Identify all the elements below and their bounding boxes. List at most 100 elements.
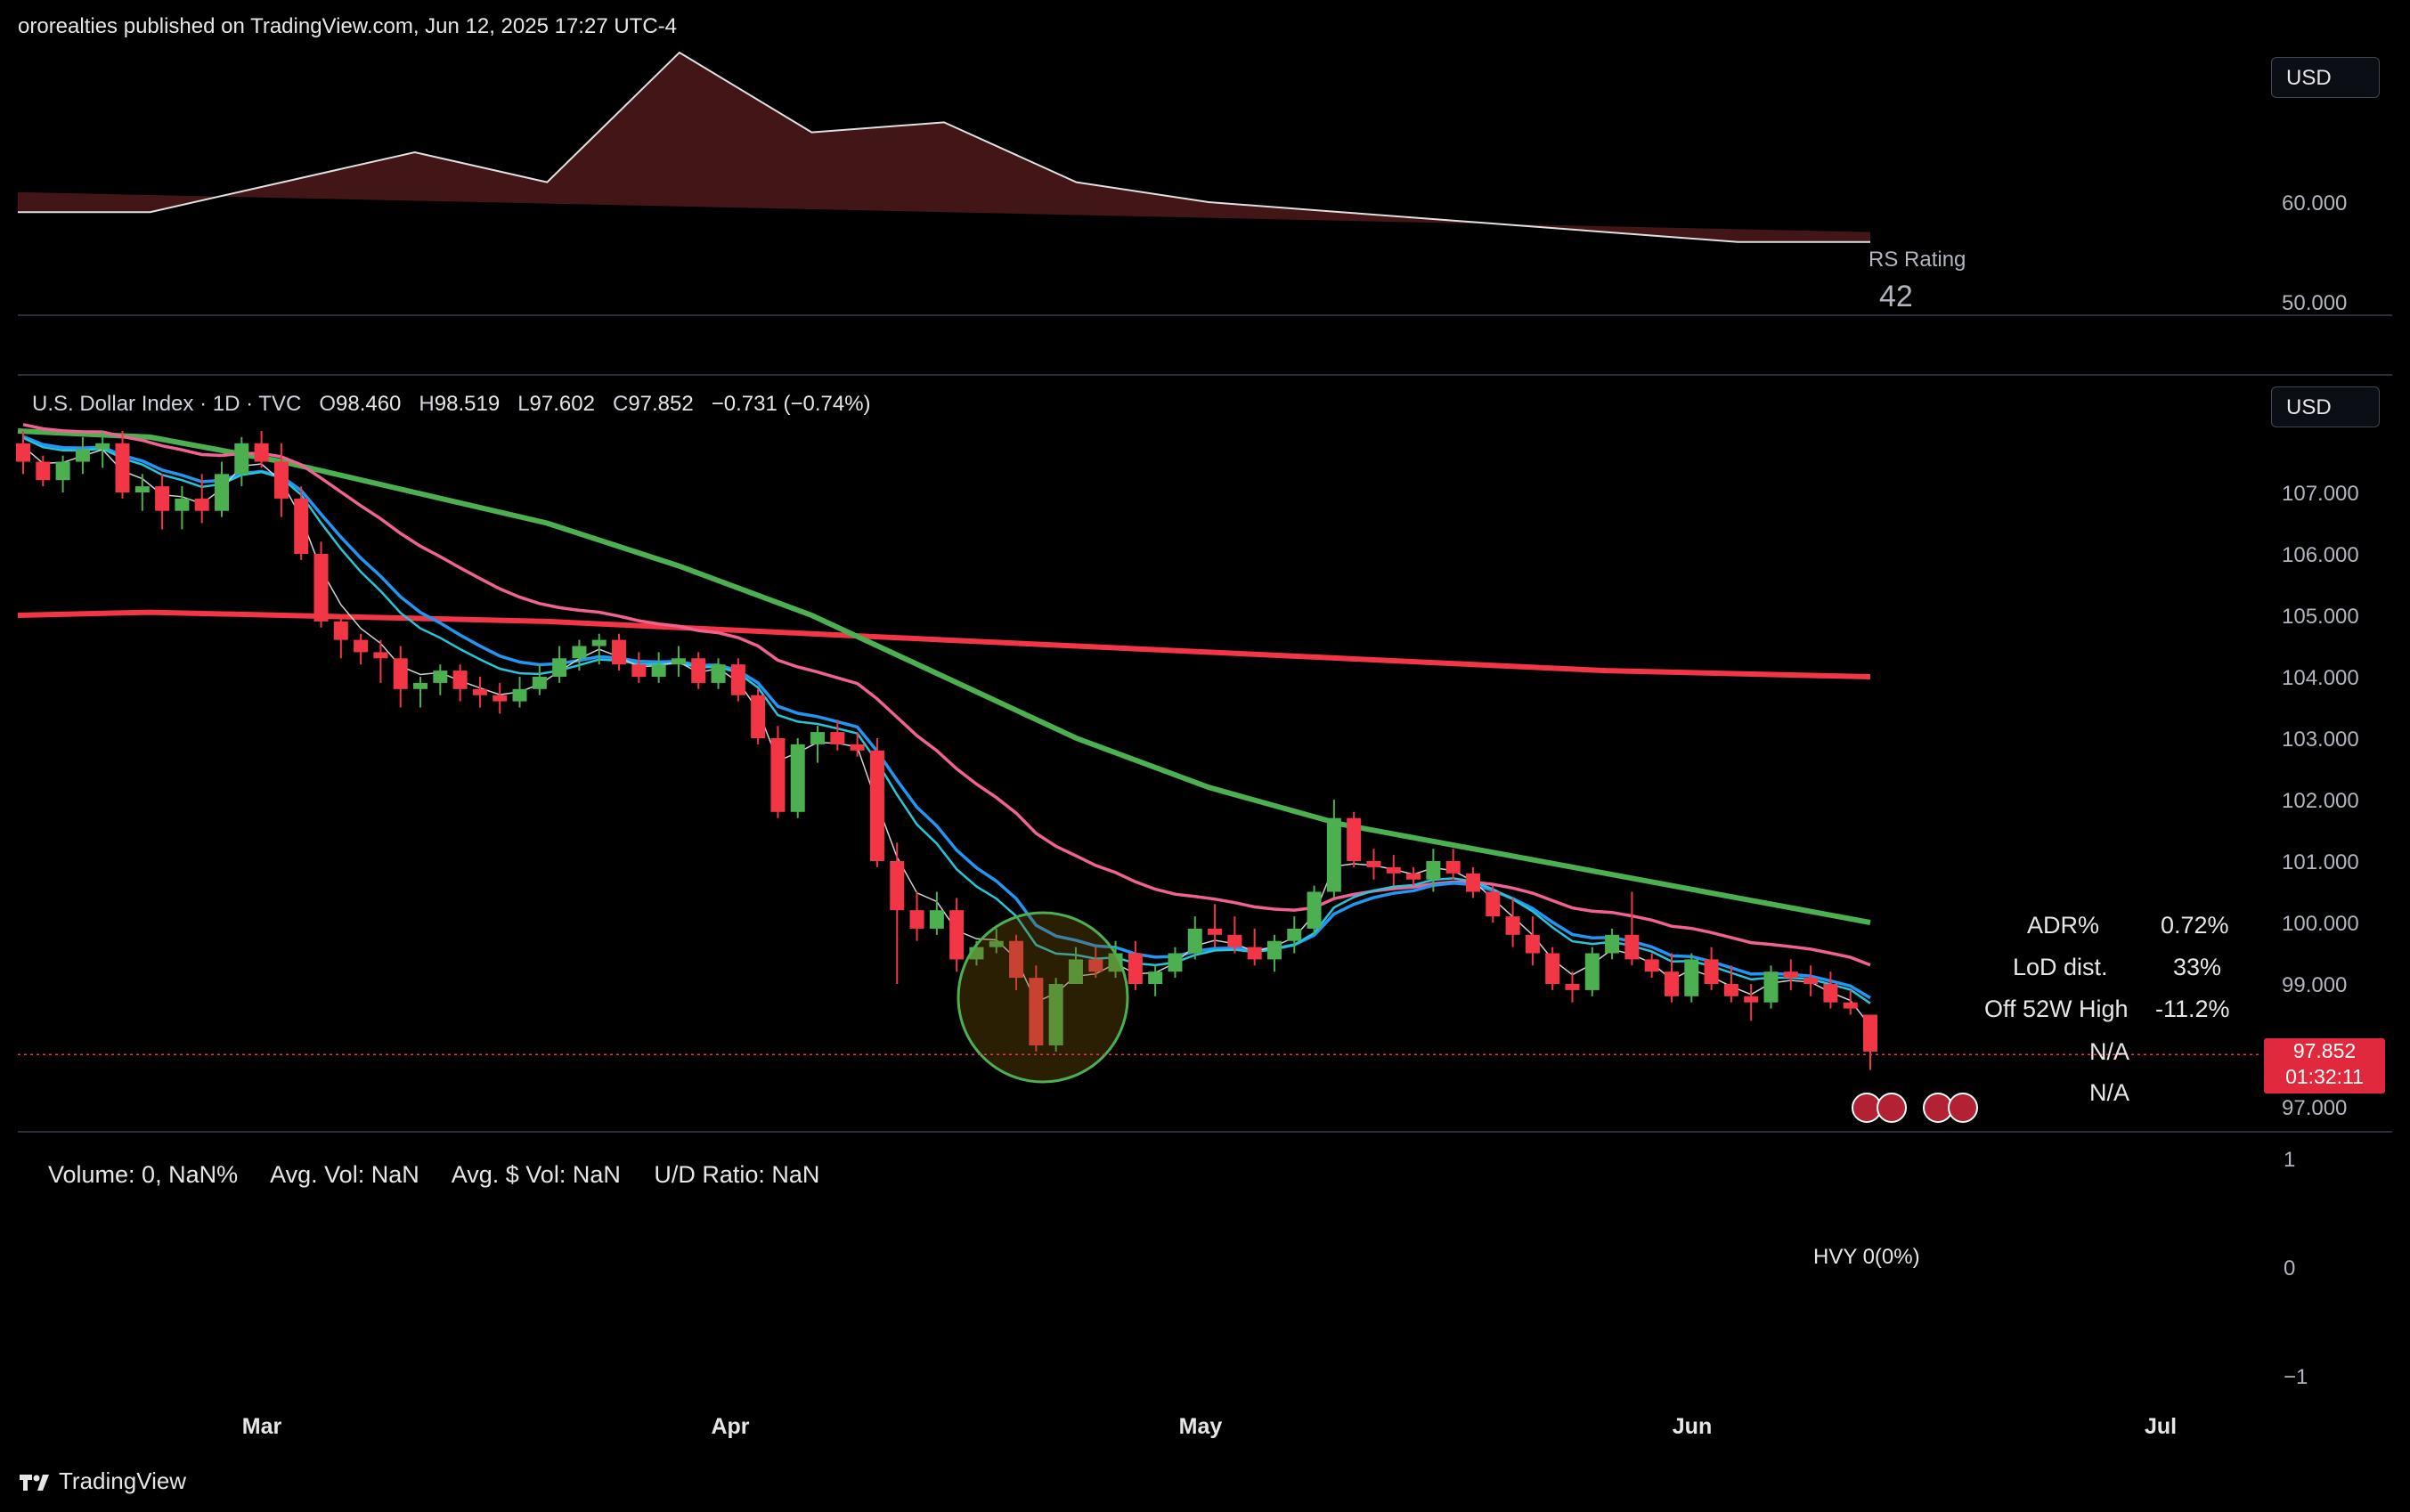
price-tick-label: 97.000 <box>2282 1096 2347 1120</box>
candle-body <box>175 498 190 511</box>
candle-body <box>751 695 766 738</box>
candle-body <box>1347 817 1362 861</box>
time-axis: Mar Apr May Jun Jul <box>242 1414 2177 1439</box>
candle-body <box>194 498 209 511</box>
candle-body <box>671 658 686 665</box>
candle-body <box>1227 934 1242 947</box>
candle-body <box>1644 959 1659 972</box>
time-axis-label: May <box>1179 1414 1223 1439</box>
candle-body <box>1048 984 1063 1045</box>
price-tick-label: 107.000 <box>2282 482 2359 506</box>
close-value: 97.852 <box>628 392 694 416</box>
candle-body <box>1664 971 1679 996</box>
price-tick-label: 99.000 <box>2282 973 2347 997</box>
candle-body <box>1326 817 1341 892</box>
candle-body <box>1763 971 1779 1003</box>
pane-separator[interactable] <box>18 1131 2392 1133</box>
candle-body <box>393 658 408 689</box>
candle-body <box>1505 916 1520 935</box>
candle-body <box>810 732 826 744</box>
candle-body <box>1426 861 1441 880</box>
ema-3-line <box>22 445 1871 1027</box>
candle-body <box>691 658 706 683</box>
candle-body <box>1445 861 1461 874</box>
price-tick-label: 100.000 <box>2282 912 2359 936</box>
highlight-circle <box>957 911 1129 1084</box>
bar-countdown: 01:32:11 <box>2285 1065 2364 1088</box>
rs-rating-label: RS Rating <box>1869 248 1966 272</box>
candle-body <box>1148 971 1163 984</box>
candle-body <box>1465 873 1480 892</box>
candle-body <box>1287 928 1302 941</box>
us-flag-icon <box>1948 1093 1978 1123</box>
adr-label: ADR% <box>2027 912 2100 939</box>
price-tick-label: 105.000 <box>2282 605 2359 629</box>
candle-body <box>1247 947 1262 960</box>
candle-body <box>1803 978 1819 984</box>
candle-body <box>1723 984 1738 996</box>
publisher-text: ororealties published on TradingView.com… <box>18 14 678 38</box>
candle-body <box>433 671 448 683</box>
candle-body <box>1624 934 1640 960</box>
candle-body <box>591 639 607 646</box>
candle-body <box>949 910 965 960</box>
candle-body <box>1486 891 1501 917</box>
candle-body <box>1009 940 1024 979</box>
us-flag-icon <box>1877 1093 1907 1123</box>
candle-body <box>333 621 348 640</box>
footer-brand[interactable]: TradingView <box>18 1467 186 1495</box>
candle-body <box>929 910 944 929</box>
lod-label: LoD dist. <box>2013 954 2108 980</box>
candle-body <box>215 474 230 511</box>
high-value: 98.519 <box>434 392 501 416</box>
candle-body <box>909 910 924 929</box>
lod-value: 33% <box>2173 954 2222 980</box>
price-pane <box>16 423 2262 1123</box>
candle-body <box>294 498 309 554</box>
price-tick-label: 102.000 <box>2282 789 2359 813</box>
candle-body <box>612 639 627 665</box>
candle-body <box>234 443 249 475</box>
candle-body <box>134 486 150 492</box>
candle-body <box>354 639 369 653</box>
candle-body <box>1366 861 1381 867</box>
chart-frame[interactable] <box>18 53 2392 1448</box>
volume-tick-label: 0 <box>2284 1256 2295 1280</box>
off52-label: Off 52W High <box>1984 996 2129 1022</box>
candle-body <box>493 695 508 702</box>
pane-separator[interactable] <box>18 374 2392 376</box>
candle-body <box>1744 996 1759 1003</box>
page-header: ororealties published on TradingView.com… <box>0 0 2410 53</box>
candle-body <box>1684 959 1699 996</box>
rs-line <box>18 51 1870 243</box>
adr-value: 0.72% <box>2161 912 2229 939</box>
price-axis: 107.000 106.000 105.000 104.000 103.000 102.0… <box>2282 191 2359 1389</box>
currency-badge-rs[interactable]: USD <box>2271 57 2380 98</box>
off52-value: -11.2% <box>2155 996 2230 1022</box>
candle-body <box>155 486 170 511</box>
ud-ratio-text: U/D Ratio: NaN <box>654 1161 820 1188</box>
close-label: C <box>612 392 629 416</box>
candle-body <box>36 461 51 481</box>
candle-body <box>651 664 666 677</box>
candle-body <box>1386 866 1401 874</box>
candle-body <box>373 652 388 659</box>
candle-body <box>711 664 726 683</box>
volume-tick-label: −1 <box>2284 1365 2308 1389</box>
price-tick-label: 104.000 <box>2282 666 2359 690</box>
low-value: 97.602 <box>529 392 595 416</box>
candle-body <box>1525 934 1540 954</box>
rs-tick-label: 60.000 <box>2282 191 2347 215</box>
candle-body <box>989 940 1004 947</box>
currency-badge-main[interactable]: USD <box>2271 386 2380 427</box>
rs-rating-value: 42 <box>1879 280 1913 313</box>
candle-body <box>1266 940 1282 960</box>
open-label: O <box>319 392 336 416</box>
brand-name: TradingView <box>59 1467 187 1494</box>
pane-separator[interactable] <box>18 314 2392 316</box>
candle-body <box>1068 959 1083 984</box>
candle-body <box>1088 959 1103 972</box>
volume-legend[interactable]: Volume: 0, NaN% Avg. Vol: NaN Avg. $ Vol… <box>48 1161 846 1189</box>
symbol-legend[interactable]: U.S. Dollar Index · 1D · TVC O98.460 H98… <box>32 392 871 417</box>
